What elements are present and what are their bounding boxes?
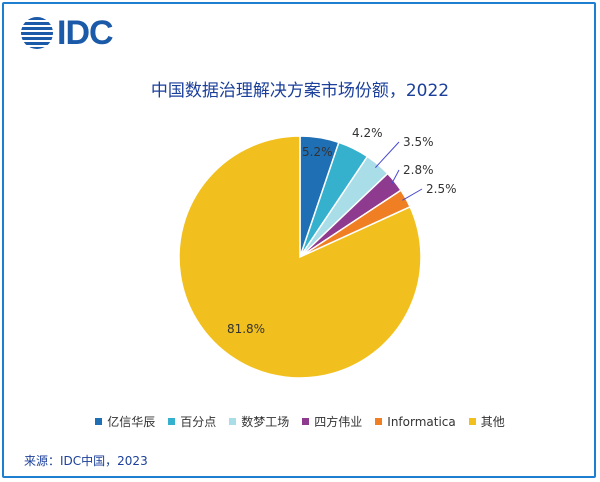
legend-item-2: 百分点: [168, 413, 216, 430]
leader-line-5: [402, 188, 423, 201]
globe-icon: [21, 17, 53, 49]
legend-item-1: 亿信华辰: [95, 413, 155, 430]
legend-label: 四方伟业: [314, 415, 363, 429]
pie-slice-6: [178, 135, 422, 379]
legend-swatch: [95, 418, 103, 425]
chart-legend: 亿信华辰 百分点 数梦工场 四方伟业 Informatica 其他: [0, 413, 600, 430]
leader-line-4: [391, 169, 400, 185]
legend-swatch: [302, 418, 310, 425]
legend-label: 亿信华辰: [107, 415, 156, 429]
legend-item-4: 四方伟业: [302, 413, 362, 430]
legend-item-6: 其他: [468, 413, 505, 430]
slice-label-3: 3.5%: [403, 135, 434, 149]
slice-label-4: 2.8%: [403, 163, 434, 177]
slice-label-1: 5.2%: [302, 145, 333, 159]
legend-label: 百分点: [180, 415, 217, 429]
legend-label: 其他: [480, 415, 505, 429]
chart-title: 中国数据治理解决方案市场份额，2022: [150, 81, 450, 101]
legend-label: 数梦工场: [241, 415, 290, 429]
slice-label-5: 2.5%: [426, 182, 457, 196]
legend-swatch: [168, 418, 176, 425]
logo-text: IDC: [57, 14, 114, 52]
legend-label: Informatica: [387, 414, 456, 429]
idc-logo: IDC: [20, 14, 114, 52]
leader-line-3: [375, 141, 400, 168]
slice-label-2: 4.2%: [352, 126, 383, 140]
legend-item-3: 数梦工场: [229, 413, 289, 430]
legend-swatch: [468, 418, 476, 425]
legend-item-5: Informatica: [375, 413, 456, 430]
legend-swatch: [229, 418, 237, 425]
legend-swatch: [375, 418, 383, 425]
source-note: 来源：IDC中国，2023: [24, 454, 148, 468]
slice-label-6: 81.8%: [227, 322, 265, 336]
